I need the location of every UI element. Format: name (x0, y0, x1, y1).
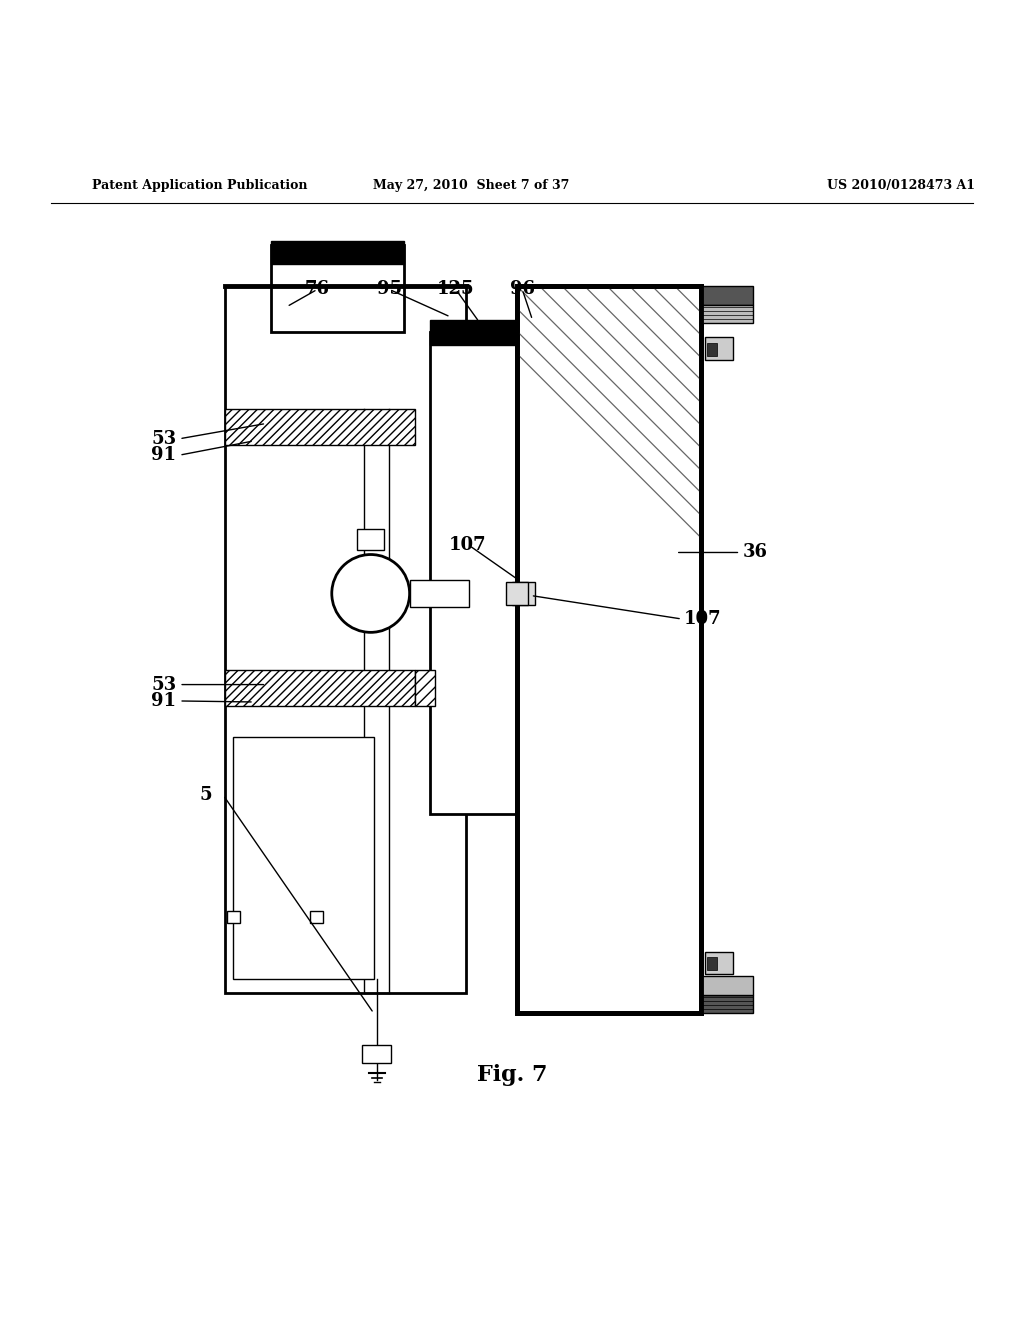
Bar (701, 305, 753, 323)
Bar (517, 286, 701, 1014)
Text: Fig. 7: Fig. 7 (477, 1064, 547, 1086)
Bar (227, 911, 240, 923)
Text: 76: 76 (305, 280, 330, 298)
Bar (705, 952, 733, 974)
Bar (707, 957, 717, 970)
Text: 53: 53 (151, 676, 176, 693)
Bar (517, 286, 701, 1014)
Text: 107: 107 (449, 536, 486, 554)
Circle shape (332, 554, 410, 632)
Bar (410, 579, 469, 607)
Text: 53: 53 (151, 430, 176, 447)
Bar (271, 246, 404, 333)
Bar (517, 286, 701, 1014)
Text: 36: 36 (742, 544, 767, 561)
Text: May 27, 2010  Sheet 7 of 37: May 27, 2010 Sheet 7 of 37 (373, 180, 569, 193)
Bar (517, 286, 701, 1014)
Text: Patent Application Publication: Patent Application Publication (92, 180, 307, 193)
Bar (517, 286, 701, 1014)
Bar (517, 286, 701, 1014)
Bar (225, 286, 466, 993)
Text: 91: 91 (152, 446, 176, 465)
Bar (517, 286, 701, 1014)
Bar (701, 977, 753, 995)
Text: 96: 96 (510, 280, 535, 298)
Bar (517, 286, 701, 1014)
Bar (517, 286, 701, 1014)
Bar (517, 286, 701, 1014)
Bar (517, 286, 701, 1014)
Bar (357, 529, 384, 550)
Bar (415, 671, 435, 706)
Bar (233, 737, 374, 979)
Bar (512, 582, 535, 605)
Bar (517, 286, 701, 1014)
Bar (517, 286, 701, 1014)
Text: 107: 107 (684, 610, 722, 628)
Text: 125: 125 (437, 280, 474, 298)
Bar (430, 333, 517, 813)
Bar (701, 286, 753, 305)
Bar (362, 1045, 391, 1064)
Bar (517, 286, 701, 1014)
Bar (517, 286, 701, 1014)
Bar (517, 286, 701, 1014)
Bar (225, 409, 415, 445)
Bar (517, 286, 701, 1014)
Bar (705, 338, 733, 360)
Bar (517, 286, 701, 1014)
Bar (517, 286, 701, 1014)
Bar (517, 286, 701, 1014)
Text: 95: 95 (377, 280, 401, 298)
Bar (517, 286, 701, 1014)
Bar (430, 319, 517, 345)
Bar (517, 286, 701, 1014)
Bar (517, 286, 701, 1014)
Bar (701, 995, 753, 1014)
Bar (517, 286, 701, 1014)
Text: 5: 5 (200, 787, 212, 804)
Text: US 2010/0128473 A1: US 2010/0128473 A1 (827, 180, 975, 193)
Bar (271, 242, 404, 264)
Bar (506, 582, 528, 605)
Bar (517, 286, 701, 1014)
Text: 91: 91 (152, 692, 176, 710)
Bar (517, 286, 701, 1014)
Bar (707, 343, 717, 356)
Bar (310, 911, 323, 923)
Bar (517, 286, 701, 1014)
Bar (225, 671, 415, 706)
Bar (517, 286, 701, 1014)
